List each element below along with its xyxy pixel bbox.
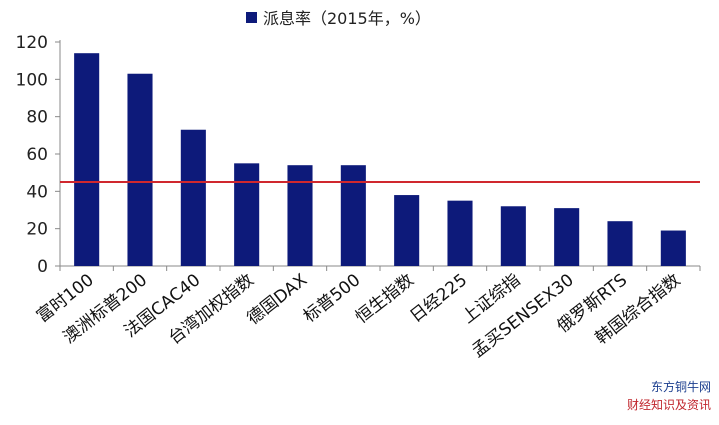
bar [287, 165, 313, 266]
bar [234, 163, 260, 266]
category-label: 标普500 [300, 270, 365, 327]
bar [500, 206, 526, 266]
y-tick-label: 60 [26, 145, 48, 165]
bars [74, 53, 686, 267]
bar [340, 165, 366, 266]
watermark-tagline: 财经知识及资讯 [626, 398, 711, 412]
bar [127, 73, 153, 266]
y-tick-label: 0 [37, 257, 48, 277]
bar [554, 208, 580, 266]
bar [607, 221, 633, 266]
category-label: 日经225 [406, 270, 471, 327]
category-labels: 富时100澳洲标普200法国CAC40台湾加权指数德国DAX标普500恒生指数日… [33, 270, 684, 362]
watermark-site-name: 东方铜牛网 [650, 380, 711, 394]
bar [74, 53, 100, 267]
legend-swatch [246, 12, 257, 23]
bar [447, 200, 473, 266]
legend: 派息率（2015年，%） [246, 9, 431, 28]
y-tick-label: 80 [26, 108, 48, 128]
legend-label: 派息率（2015年，%） [263, 9, 431, 28]
bar [660, 230, 686, 266]
y-tick-label: 100 [16, 70, 48, 90]
y-tick-label: 120 [16, 33, 48, 53]
x-axis [59, 265, 701, 271]
bar [180, 129, 206, 266]
y-tick-label: 20 [26, 220, 48, 240]
y-axis: 0 20 40 60 80 100 120 [16, 33, 61, 277]
bar [394, 195, 420, 266]
category-label: 恒生指数 [352, 270, 418, 328]
y-tick-label: 40 [26, 182, 48, 202]
category-label: 德国DAX [244, 270, 312, 329]
